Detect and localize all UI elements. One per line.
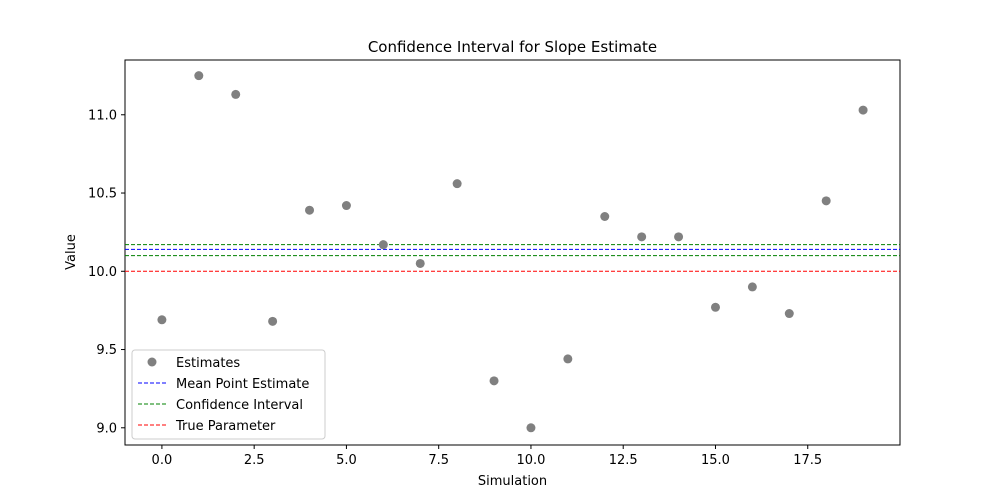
estimate-point (231, 89, 241, 99)
x-tick-label: 2.5 (244, 453, 265, 468)
estimate-point (305, 205, 315, 215)
x-axis: 0.0 2.5 5.0 7.5 10.0 12.5 15.0 17.5 (152, 445, 822, 468)
estimate-point (710, 302, 720, 312)
y-tick-label: 10.0 (88, 265, 117, 280)
legend: Estimates Mean Point Estimate Confidence I… (131, 349, 326, 440)
legend-entries: Estimates Mean Point Estimate Confidence I… (138, 356, 309, 434)
legend-label-estimates: Estimates (176, 356, 240, 371)
estimate-point (268, 316, 278, 326)
estimate-point (194, 71, 204, 81)
chart-title: Confidence Interval for Slope Estimate (368, 38, 657, 56)
y-tick-label: 9.5 (96, 343, 117, 358)
estimate-point (674, 232, 684, 242)
estimate-point (563, 354, 573, 364)
estimate-point (784, 309, 794, 319)
estimate-point (600, 212, 610, 222)
legend-label-mean-point-estimate: Mean Point Estimate (176, 377, 309, 392)
y-axis: 9.0 9.5 10.0 10.5 11.0 (88, 108, 125, 436)
legend-label-true-parameter: True Parameter (175, 419, 276, 434)
estimate-point (378, 240, 388, 250)
reference-lines (125, 244, 900, 272)
estimate-point (341, 201, 351, 211)
legend-marker-estimates (147, 357, 157, 367)
estimate-point (415, 258, 425, 268)
estimate-point (489, 376, 499, 386)
estimate-point (452, 179, 462, 189)
x-axis-label: Simulation (478, 474, 547, 489)
legend-label-confidence-interval: Confidence Interval (176, 398, 303, 413)
estimate-point (526, 423, 536, 433)
estimate-point (637, 232, 647, 242)
x-tick-label: 12.5 (609, 453, 638, 468)
legend-box (131, 349, 326, 440)
y-tick-label: 9.0 (96, 421, 117, 436)
x-tick-label: 15.0 (701, 453, 730, 468)
estimate-point (858, 105, 868, 115)
estimate-points (157, 71, 868, 433)
y-tick-label: 10.5 (88, 187, 117, 202)
y-tick-label: 11.0 (88, 108, 117, 123)
x-tick-label: 5.0 (336, 453, 357, 468)
estimate-point (747, 282, 757, 292)
estimate-point (157, 315, 167, 325)
x-tick-label: 10.0 (516, 453, 545, 468)
estimate-point (821, 196, 831, 206)
x-tick-label: 17.5 (793, 453, 822, 468)
x-tick-label: 7.5 (428, 453, 449, 468)
x-tick-label: 0.0 (152, 453, 173, 468)
y-axis-label: Value (64, 234, 79, 270)
